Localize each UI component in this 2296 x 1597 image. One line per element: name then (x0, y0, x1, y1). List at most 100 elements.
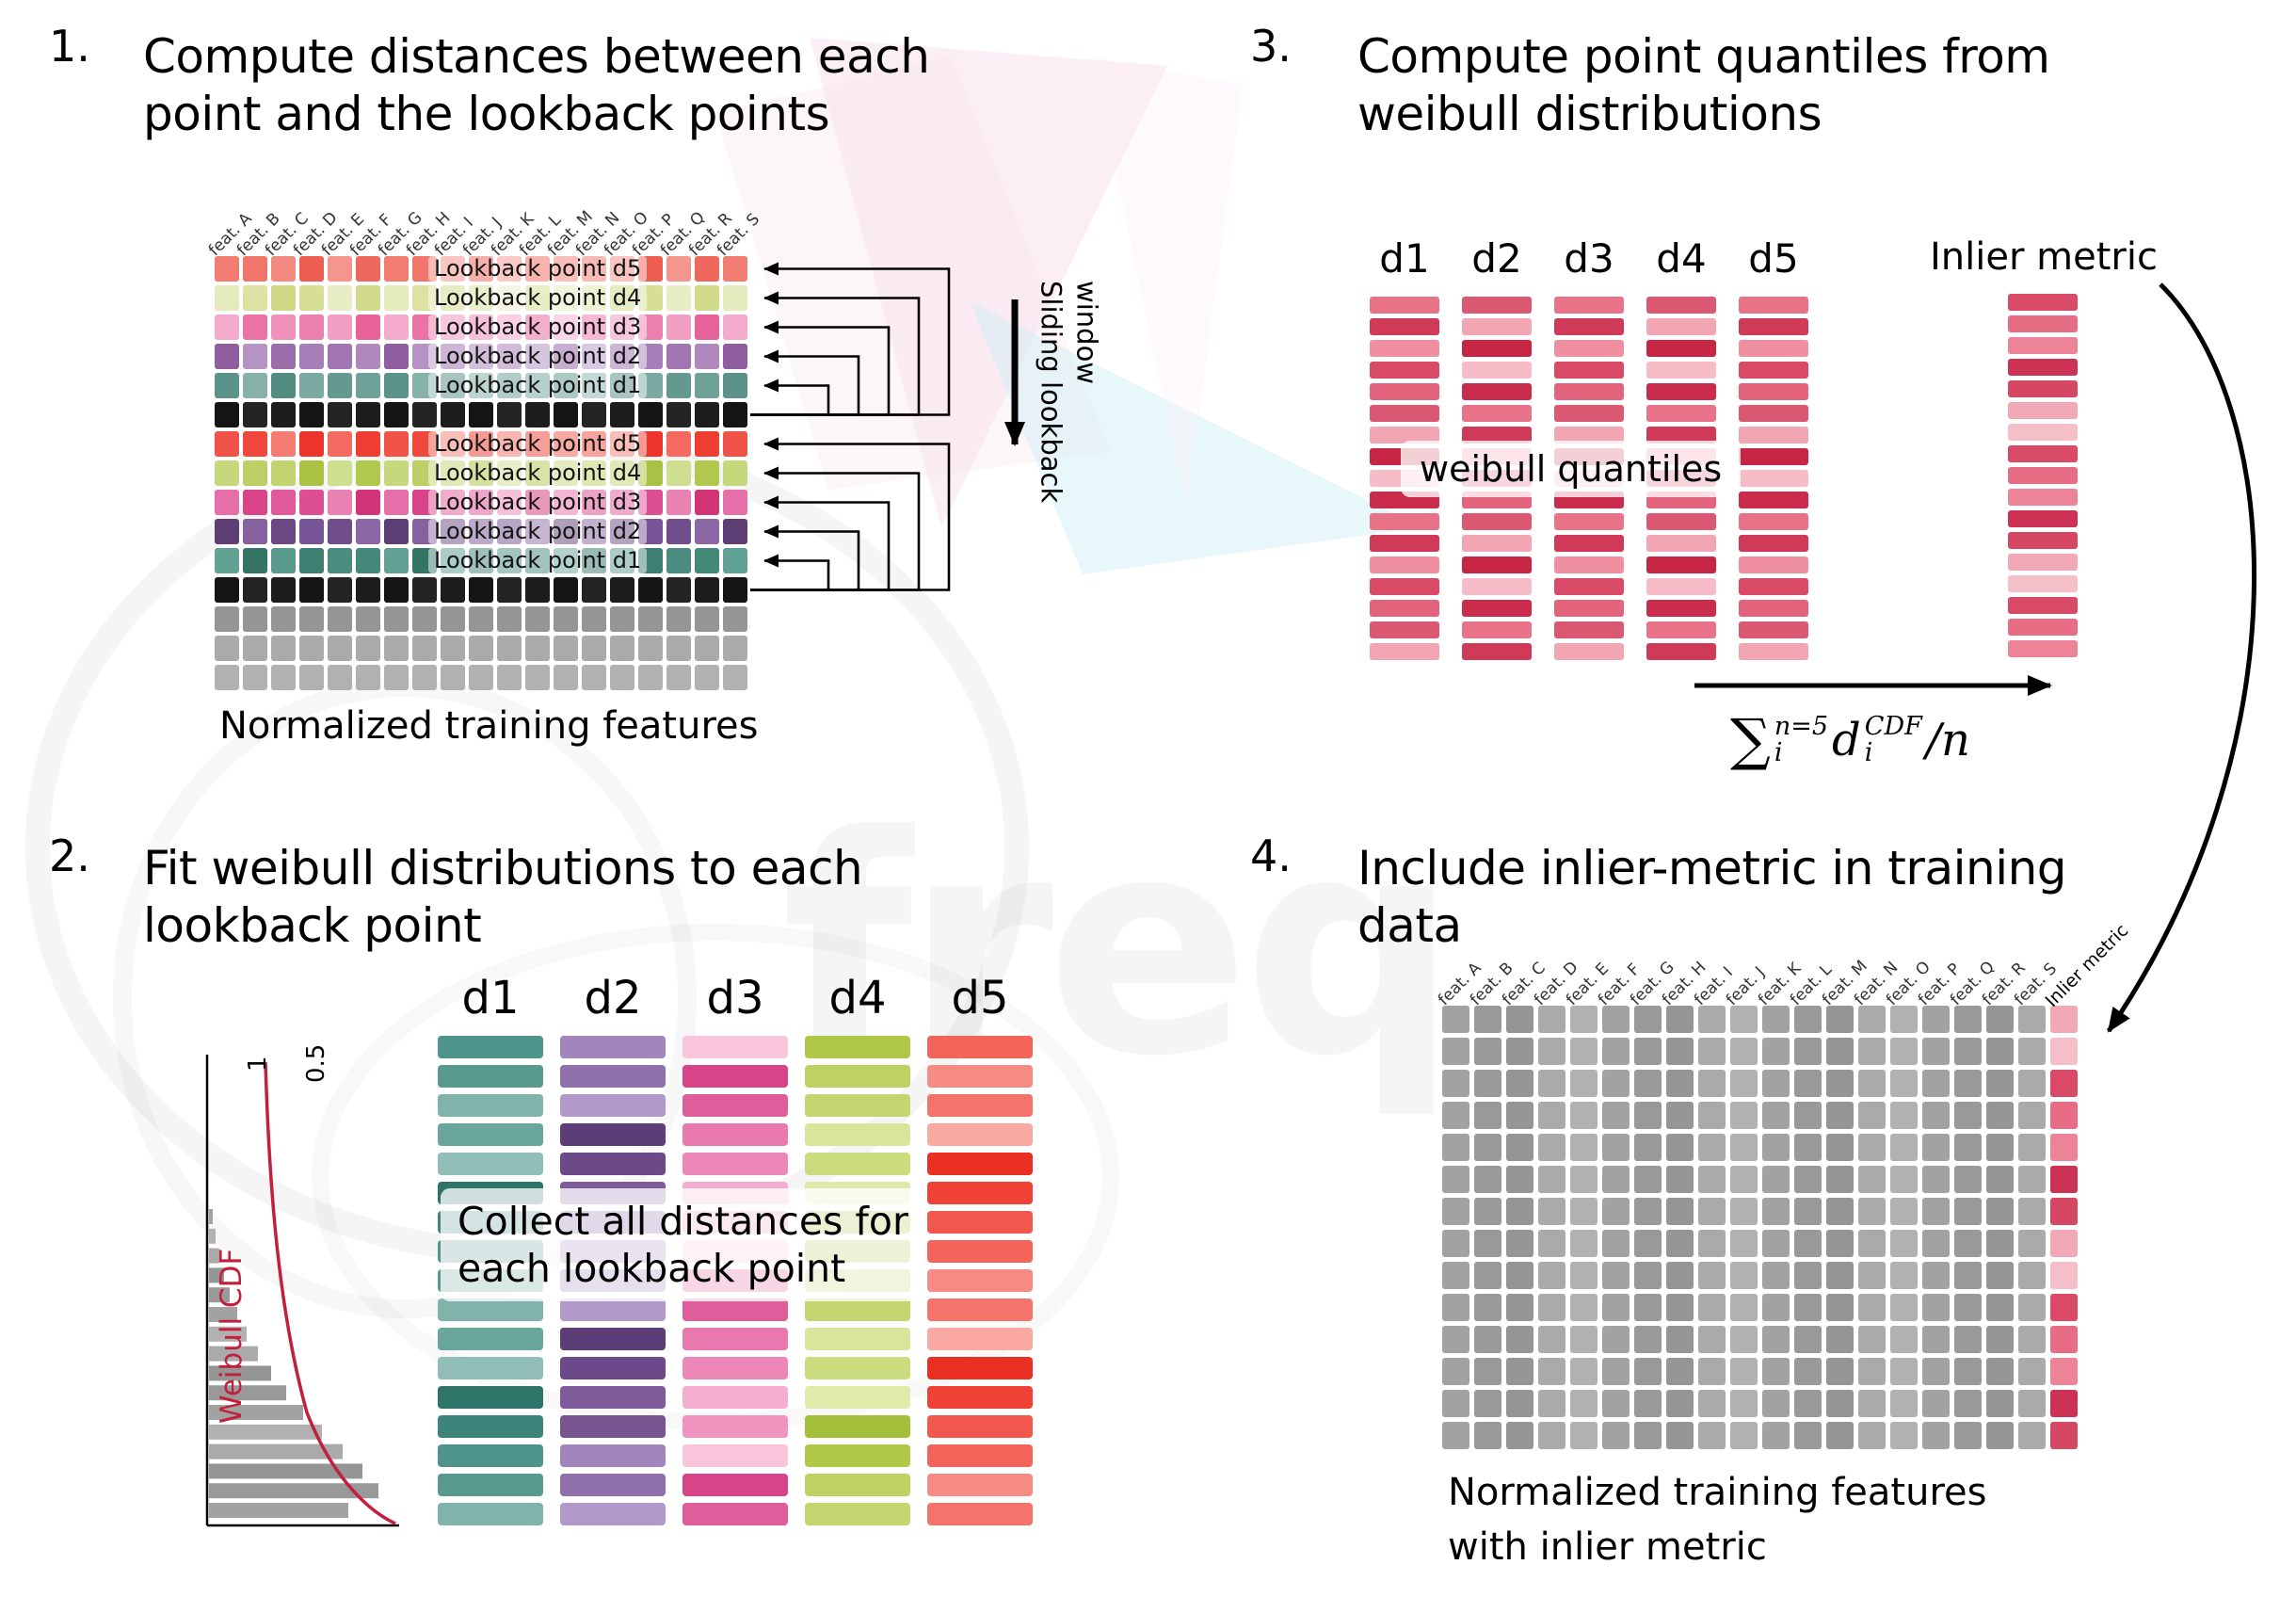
p4-cell (1762, 1422, 1790, 1449)
inlier-bar (2008, 619, 2078, 636)
p4-cell (1506, 1102, 1533, 1129)
inlier-bar (2008, 380, 2078, 397)
hist-bar (209, 1307, 237, 1322)
distance-bar (438, 1065, 543, 1088)
quantile-bar (1646, 513, 1716, 530)
p4-cell (1762, 1006, 1790, 1033)
p1-cell (356, 577, 380, 603)
p4-cell (1602, 1262, 1630, 1289)
quantile-bar (1462, 535, 1532, 552)
p1-cell (412, 665, 437, 690)
p4-cell (1538, 1166, 1565, 1193)
p1-cell (412, 577, 437, 603)
p1-cell (638, 577, 663, 603)
p4-cell (1986, 1326, 2014, 1353)
p1-cell (695, 285, 719, 311)
p4-cell (1666, 1134, 1694, 1161)
quantile-bar (1370, 621, 1439, 638)
p1-cell (582, 636, 606, 661)
p4-cell (1570, 1358, 1598, 1385)
p4-cell (1506, 1422, 1533, 1449)
p4-cell (1570, 1230, 1598, 1257)
p4-cell (1826, 1070, 1854, 1097)
quantile-bar (1739, 362, 1808, 379)
p2-column-header: d1 (461, 972, 520, 1024)
hist-bar (209, 1405, 303, 1420)
p4-cell (1858, 1038, 1886, 1065)
p4-cell (2018, 1326, 2046, 1353)
distance-bar (438, 1474, 543, 1496)
p4-cell (1666, 1102, 1694, 1129)
p4-cell (1506, 1294, 1533, 1321)
distance-bar (438, 1036, 543, 1058)
distance-bar (927, 1123, 1033, 1146)
inlier-bar (2008, 532, 2078, 549)
formula-var-lower: i (1864, 738, 1873, 767)
distance-bar (560, 1328, 666, 1350)
quantile-bar (1462, 600, 1532, 617)
p1-cell (610, 636, 634, 661)
p4-cell (1986, 1262, 2014, 1289)
p4-cell (1442, 1198, 1469, 1225)
quantile-bar (1646, 383, 1716, 400)
p4-cell (1922, 1038, 1950, 1065)
distance-bar (560, 1444, 666, 1467)
distance-bar (927, 1269, 1033, 1292)
quantile-bar (1554, 383, 1624, 400)
p4-cell (1986, 1294, 2014, 1321)
p4-cell (1602, 1358, 1630, 1385)
p1-cell (328, 636, 352, 661)
p4-cell (1698, 1230, 1726, 1257)
distance-bar (438, 1415, 543, 1438)
p1-cell (356, 285, 380, 311)
hist-bar (209, 1287, 230, 1303)
p4-cell (1794, 1006, 1822, 1033)
p1-cell (723, 548, 747, 573)
quantile-bar (1646, 297, 1716, 314)
p1-cell (299, 431, 324, 457)
distance-bar (560, 1094, 666, 1117)
p4-cell (1442, 1134, 1469, 1161)
quantile-bar (1370, 340, 1439, 357)
quantile-bar (1646, 340, 1716, 357)
distance-bar (682, 1094, 788, 1117)
quantile-bar (1554, 405, 1624, 422)
p4-cell (1730, 1326, 1758, 1353)
p4-cell (1794, 1294, 1822, 1321)
inlier-bar (2008, 640, 2078, 657)
p1-cell (328, 606, 352, 632)
p4-cell (1730, 1358, 1758, 1385)
p4-cell (1762, 1070, 1790, 1097)
p1-cell (666, 577, 691, 603)
inlier-bar (2008, 575, 2078, 592)
p4-cell (1538, 1230, 1565, 1257)
p1-cell (328, 431, 352, 457)
p1-cell (299, 548, 324, 573)
p4-cell (1442, 1390, 1469, 1417)
p1-cell (215, 665, 239, 690)
distance-bar (805, 1328, 910, 1350)
formula-var: d (1832, 714, 1861, 766)
quantile-bar (1554, 427, 1624, 444)
p1-cell (243, 577, 267, 603)
p1-cell (723, 519, 747, 544)
p1-cell (356, 665, 380, 690)
p2-column-header: d3 (706, 972, 764, 1024)
p1-cell (666, 665, 691, 690)
p1-cell (384, 256, 409, 282)
p4-cell (1954, 1390, 1982, 1417)
distance-bar (560, 1357, 666, 1379)
inlier-bar (2008, 315, 2078, 332)
p4-cell (1474, 1102, 1501, 1129)
p4-cell (1954, 1358, 1982, 1385)
distance-bar (682, 1415, 788, 1438)
hist-bar (209, 1228, 216, 1244)
p1-cell (328, 460, 352, 486)
p4-cell (1954, 1134, 1982, 1161)
p3-overlay-label: weibull quantiles (1401, 441, 1742, 497)
p2-overlay-label: Collect all distances for each lookback … (441, 1188, 925, 1302)
p4-cell (1794, 1262, 1822, 1289)
quantile-bar (1554, 621, 1624, 638)
p1-cell (299, 636, 324, 661)
